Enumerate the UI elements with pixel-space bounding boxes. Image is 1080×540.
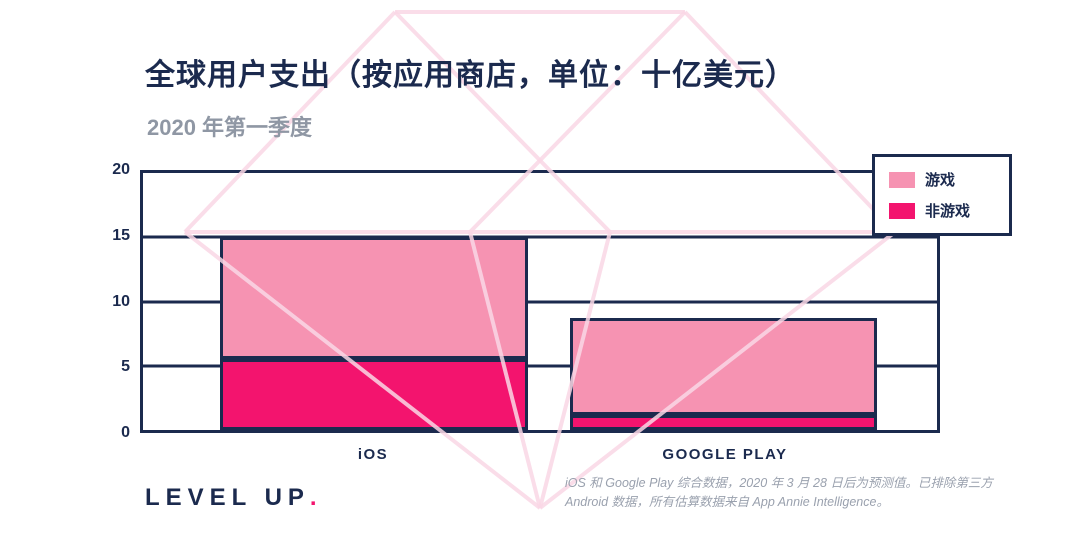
page-subtitle: 2020 年第一季度 [147, 115, 313, 140]
plot-area [140, 170, 940, 433]
x-axis-labels: iOS GOOGLE PLAY [140, 446, 940, 468]
bar-ios [220, 173, 529, 430]
legend-swatch-游戏 [889, 171, 915, 188]
x-category-label-google-play: GOOGLE PLAY [662, 446, 788, 463]
y-tick-label-10: 10 [112, 292, 130, 310]
logo-dot: . [309, 484, 317, 511]
level-up-logo: LEVEL UP. [145, 484, 317, 512]
legend-item-非游戏: 非游戏 [889, 200, 995, 221]
y-tick-label-0: 0 [121, 424, 130, 441]
bar-segment-非游戏 [220, 359, 529, 430]
bar-segment-游戏 [569, 318, 878, 415]
legend-label-非游戏: 非游戏 [925, 203, 971, 220]
legend-item-游戏: 游戏 [889, 169, 995, 190]
legend-label-游戏: 游戏 [925, 172, 956, 189]
bar-segment-游戏 [220, 237, 529, 360]
y-tick-label-15: 15 [112, 226, 130, 244]
x-category-label-ios: iOS [357, 446, 389, 463]
footnote-line-2: Android 数据，所有估算数据来自 App Annie Intelligen… [565, 495, 889, 510]
footnote: iOS 和 Google Play 综合数据，2020 年 3 月 28 日后为… [565, 474, 1025, 513]
bar-google-play [569, 173, 878, 430]
y-tick-label-20: 20 [112, 161, 130, 178]
bar-segment-非游戏 [569, 414, 878, 430]
y-axis: 0 5 10 15 20 [88, 161, 130, 441]
page-title: 全球用户支出（按应用商店，单位：十亿美元） [145, 59, 796, 92]
y-tick-label-5: 5 [121, 358, 130, 376]
logo-text: LEVEL UP [145, 484, 310, 511]
legend-swatch-非游戏 [889, 202, 915, 219]
legend: 游戏 非游戏 [872, 154, 1012, 236]
footnote-line-1: iOS 和 Google Play 综合数据，2020 年 3 月 28 日后为… [565, 476, 993, 490]
